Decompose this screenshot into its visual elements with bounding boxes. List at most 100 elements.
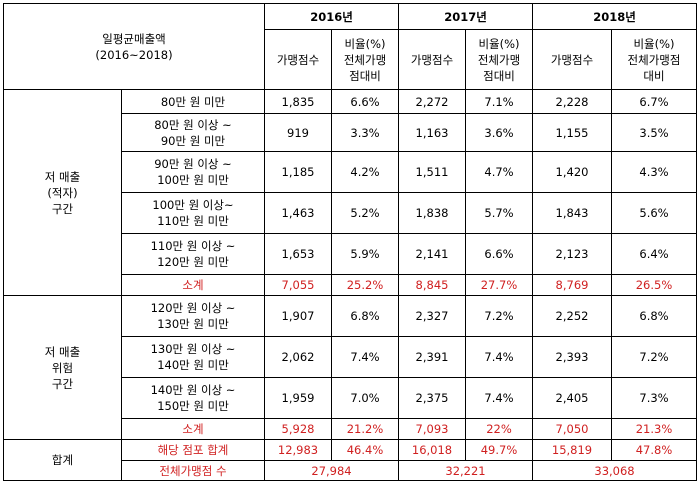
cell: 21.3% [611, 418, 697, 440]
cell: 1,653 [264, 233, 332, 275]
cell: 1,185 [264, 151, 332, 193]
cell: 27.7% [465, 274, 533, 296]
col-count-2018: 가맹점수 [532, 29, 612, 90]
cell: 12,983 [264, 439, 332, 461]
all-label: 전체가맹점 수 [121, 460, 265, 481]
cell: 1,959 [264, 377, 332, 419]
cell: 2,405 [532, 377, 612, 419]
table-row: 저 매출 (적자) 구간 80만 원 미만 1,835 6.6% 2,272 7… [3, 89, 697, 296]
cell: 1,843 [532, 192, 612, 234]
cell: 1,835 [264, 89, 332, 114]
header-column-row: 가맹점수 비율(%) 전체가맹 점대비 가맹점수 비율(%) 전체가맹 점대비 … [4, 29, 697, 90]
group-risk-label: 저 매출 위험 구간 [3, 295, 122, 440]
cell: 5.7% [465, 192, 533, 234]
cell: 1,907 [264, 295, 332, 337]
total-label: 합계 [3, 439, 122, 481]
cell: 7,055 [264, 274, 332, 296]
range-label: 100만 원 이상~ 110만 원 미만 [121, 192, 265, 234]
year-2016: 2016년 [264, 3, 399, 30]
cell: 4.3% [611, 151, 697, 193]
range-label: 90만 원 이상 ~ 100만 원 미만 [121, 151, 265, 193]
cell: 2,393 [532, 336, 612, 378]
cell: 15,819 [532, 439, 612, 461]
cell: 8,845 [398, 274, 466, 296]
all-stores-row: 전체가맹점 수 27,984 32,221 33,068 [4, 460, 697, 481]
cell: 5.6% [611, 192, 697, 234]
range-label: 120만 원 이상 ~ 130만 원 미만 [121, 295, 265, 337]
cell: 7.2% [465, 295, 533, 337]
cell: 7.2% [611, 336, 697, 378]
cell: 2,123 [532, 233, 612, 275]
cell: 6.4% [611, 233, 697, 275]
cell: 6.7% [611, 89, 697, 114]
cell: 4.2% [331, 151, 399, 193]
cell: 2,272 [398, 89, 466, 114]
sum-label: 해당 점포 합계 [121, 439, 265, 461]
cell: 919 [264, 113, 332, 152]
year-2018: 2018년 [532, 3, 697, 30]
table-row: 140만 원 이상 ~ 150만 원 미만 1,959 7.0% 2,375 7… [4, 377, 697, 419]
cell: 6.8% [611, 295, 697, 337]
col-count-2017: 가맹점수 [398, 29, 466, 90]
total-row: 합계 해당 점포 합계 12,983 46.4% 16,018 49.7% 15… [3, 439, 697, 481]
cell: 16,018 [398, 439, 466, 461]
cell: 32,221 [398, 460, 533, 481]
subtotal-label: 소계 [121, 274, 265, 296]
table-row: 130만 원 이상 ~ 140만 원 미만 2,062 7.4% 2,391 7… [4, 336, 697, 378]
range-label: 110만 원 이상 ~ 120만 원 미만 [121, 233, 265, 275]
col-count-2016: 가맹점수 [264, 29, 332, 90]
cell: 4.7% [465, 151, 533, 193]
cell: 22% [465, 418, 533, 440]
cell: 2,228 [532, 89, 612, 114]
col-ratio-2018: 비율(%) 전체가맹점 대비 [611, 29, 697, 90]
cell: 27,984 [264, 460, 399, 481]
cell: 2,327 [398, 295, 466, 337]
cell: 5.2% [331, 192, 399, 234]
subtotal-label: 소계 [121, 418, 265, 440]
cell: 25.2% [331, 274, 399, 296]
cell: 7.1% [465, 89, 533, 114]
cell: 2,391 [398, 336, 466, 378]
col-ratio-2016: 비율(%) 전체가맹 점대비 [331, 29, 399, 90]
cell: 3.3% [331, 113, 399, 152]
cell: 7,050 [532, 418, 612, 440]
cell: 7.3% [611, 377, 697, 419]
cell: 47.8% [611, 439, 697, 461]
cell: 1,838 [398, 192, 466, 234]
cell: 5.9% [331, 233, 399, 275]
range-label: 80만 원 미만 [121, 89, 265, 114]
cell: 3.5% [611, 113, 697, 152]
range-label: 80만 원 이상 ~ 90만 원 미만 [121, 113, 265, 152]
cell: 3.6% [465, 113, 533, 152]
cell: 6.8% [331, 295, 399, 337]
cell: 1,155 [532, 113, 612, 152]
cell: 2,252 [532, 295, 612, 337]
year-2017: 2017년 [398, 3, 533, 30]
cell: 2,375 [398, 377, 466, 419]
cell: 1,163 [398, 113, 466, 152]
group-low-label: 저 매출 (적자) 구간 [3, 89, 122, 296]
cell: 1,463 [264, 192, 332, 234]
cell: 8,769 [532, 274, 612, 296]
cell: 7,093 [398, 418, 466, 440]
sales-table: 일평균매출액 (2016~2018) 2016년 2017년 2018년 가맹점… [3, 3, 697, 481]
cell: 1,420 [532, 151, 612, 193]
table-title: 일평균매출액 (2016~2018) [3, 3, 265, 90]
range-label: 130만 원 이상 ~ 140만 원 미만 [121, 336, 265, 378]
cell: 7.4% [465, 336, 533, 378]
cell: 2,141 [398, 233, 466, 275]
cell: 21.2% [331, 418, 399, 440]
range-label: 140만 원 이상 ~ 150만 원 미만 [121, 377, 265, 419]
cell: 7.0% [331, 377, 399, 419]
cell: 33,068 [532, 460, 697, 481]
cell: 7.4% [331, 336, 399, 378]
col-ratio-2017: 비율(%) 전체가맹 점대비 [465, 29, 533, 90]
cell: 6.6% [465, 233, 533, 275]
table-row: 90만 원 이상 ~ 100만 원 미만 1,185 4.2% 1,511 4.… [4, 151, 697, 193]
cell: 6.6% [331, 89, 399, 114]
cell: 49.7% [465, 439, 533, 461]
table-row: 100만 원 이상~ 110만 원 미만 1,463 5.2% 1,838 5.… [4, 192, 697, 234]
table-row: 저 매출 위험 구간 120만 원 이상 ~ 130만 원 미만 1,907 6… [3, 295, 697, 440]
cell: 2,062 [264, 336, 332, 378]
header-year-row: 일평균매출액 (2016~2018) 2016년 2017년 2018년 [3, 3, 697, 90]
